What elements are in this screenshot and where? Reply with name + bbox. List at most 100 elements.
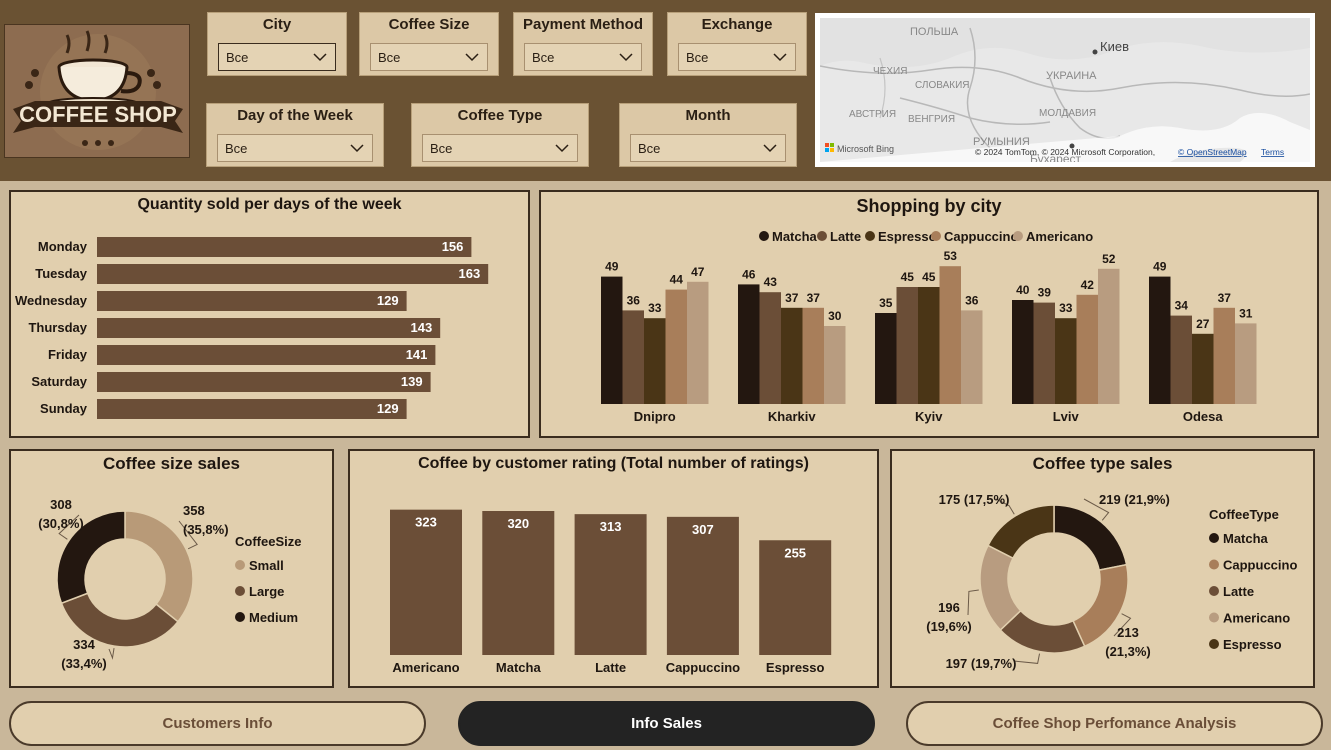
map-label: МОЛДАВИЯ (1039, 108, 1096, 119)
city-value-label: 40 (1016, 283, 1030, 297)
city-filter-dropdown[interactable]: Все (218, 43, 336, 71)
city-bar (875, 313, 897, 404)
slice-value-label: 334 (73, 637, 95, 652)
map-label: ПОЛЬША (910, 26, 959, 38)
payment-method-filter-label: Payment Method (522, 16, 643, 33)
slice-percent-label: (19,6%) (926, 619, 972, 634)
day-of-week-filter-dropdown[interactable]: Все (217, 134, 373, 162)
leader-line (58, 514, 80, 540)
day-of-week-filter[interactable]: Day of the Week Все (206, 103, 384, 167)
city-value-label: 35 (879, 296, 893, 310)
coffee-type-filter[interactable]: Coffee Type Все (411, 103, 589, 167)
city-label: Dnipro (634, 409, 676, 424)
rating-chart-title: Coffee by customer rating (Total number … (418, 455, 809, 472)
city-bar (622, 310, 644, 404)
slice-value-label: 213 (1117, 625, 1139, 640)
day-bar (97, 264, 489, 284)
city-value-label: 52 (1102, 252, 1116, 266)
legend-label: Latte (830, 229, 861, 244)
city-value-label: 36 (627, 293, 641, 307)
city-label: Kyiv (915, 409, 943, 424)
city-value-label: 45 (922, 270, 936, 284)
donut-slice (60, 592, 179, 648)
month-filter-dropdown[interactable]: Все (630, 134, 786, 162)
legend-marker (1209, 586, 1219, 596)
coffee-shop-logo: COFFEE SHOP (4, 24, 190, 158)
logo-text: COFFEE SHOP (19, 102, 177, 127)
customers-info-button[interactable]: Customers Info (9, 701, 426, 746)
slice-percent-label: (35,8%) (183, 522, 229, 537)
day-label: Saturday (31, 374, 87, 389)
payment-method-filter[interactable]: Payment Method Все (513, 12, 653, 76)
exchange-filter-label: Exchange (701, 16, 773, 33)
chevron-down-icon (773, 53, 787, 62)
info-sales-button[interactable]: Info Sales (458, 701, 875, 746)
legend-label: Cappuccino (1223, 558, 1297, 573)
city-value-label: 42 (1081, 278, 1095, 292)
rating-bar (574, 514, 647, 655)
month-filter[interactable]: Month Все (619, 103, 797, 167)
city-label: Odesa (1183, 409, 1224, 424)
city-value-label: 43 (764, 275, 778, 289)
map-copyright: © 2024 TomTom, © 2024 Microsoft Corporat… (975, 147, 1155, 157)
legend-marker (817, 231, 827, 241)
city-bar (687, 281, 709, 404)
city-chart: Matcha Latte Espresso Cappuccino Americano 49… (601, 229, 1257, 424)
exchange-filter[interactable]: Exchange Все (667, 12, 807, 76)
legend-marker (1209, 559, 1219, 570)
day-bar (97, 372, 431, 392)
performance-analysis-button[interactable]: Coffee Shop Perfomance Analysis (906, 701, 1323, 746)
city-bar (1192, 333, 1214, 404)
city-value-label: 27 (1196, 317, 1210, 331)
legend-label: Large (249, 584, 284, 599)
day-bar (97, 345, 436, 365)
exchange-filter-dropdown[interactable]: Все (678, 43, 796, 71)
slice-value-label: 219 (21,9%) (1099, 492, 1170, 507)
map-label: Бухарест (1030, 152, 1081, 162)
day-label: Thursday (28, 320, 87, 335)
city-bar (1235, 323, 1257, 404)
size-chart-panel: Coffee size sales 358 (35,8%) 334 (33,4%) 30… (9, 449, 334, 688)
city-bar (1098, 268, 1120, 404)
city-bar (644, 318, 666, 404)
city-filter[interactable]: City Все (207, 12, 347, 76)
donut-slice (124, 510, 194, 623)
legend-label: Small (249, 558, 284, 573)
slice-percent-label: (30,8%) (38, 516, 84, 531)
day-value-label: 129 (377, 401, 399, 416)
type-chart: 219 (21,9%) 213 (21,3%) 197 (19,7%) 196 (19,6… (926, 492, 1297, 671)
osm-link[interactable]: © OpenStreetMap (1178, 147, 1247, 157)
day-label: Monday (38, 239, 88, 254)
slice-value-label: 197 (19,7%) (946, 656, 1017, 671)
city-bar (1033, 302, 1055, 404)
rating-value-label: 323 (415, 515, 437, 530)
map-visual[interactable]: ПОЛЬША Киев УКРАИНА ЧЕХИЯ СЛОВАКИЯ АВСТР… (815, 13, 1315, 167)
coffee-type-filter-dropdown[interactable]: Все (422, 134, 578, 162)
rating-chart-panel: Coffee by customer rating (Total number … (348, 449, 879, 688)
city-bar (1012, 300, 1034, 404)
legend-title: CoffeeSize (235, 534, 301, 549)
terms-link[interactable]: Terms (1261, 147, 1284, 157)
day-of-week-filter-label: Day of the Week (237, 107, 353, 124)
legend-marker (931, 231, 941, 241)
city-value-label: 33 (648, 301, 662, 315)
coffee-size-filter-dropdown[interactable]: Все (370, 43, 488, 71)
donut-slice (56, 510, 126, 605)
payment-method-filter-dropdown[interactable]: Все (524, 43, 642, 71)
city-value-label: 53 (944, 249, 958, 263)
slice-value-label: 358 (183, 503, 205, 518)
city-value-label: 34 (1175, 299, 1189, 313)
donut-slice (979, 544, 1022, 632)
map-label: УКРАИНА (1046, 70, 1097, 82)
city-value-label: 49 (1153, 260, 1167, 274)
day-bar (97, 399, 407, 419)
city-value-label: 44 (670, 273, 684, 287)
size-chart-title: Coffee size sales (102, 454, 240, 473)
day-label: Friday (48, 347, 88, 362)
leader-line (1083, 498, 1110, 521)
map-label: РУМЫНИЯ (973, 136, 1030, 148)
legend-marker (235, 612, 245, 622)
coffee-size-filter[interactable]: Coffee Size Все (359, 12, 499, 76)
city-bar (1170, 315, 1192, 404)
legend-label: Latte (1223, 584, 1254, 599)
